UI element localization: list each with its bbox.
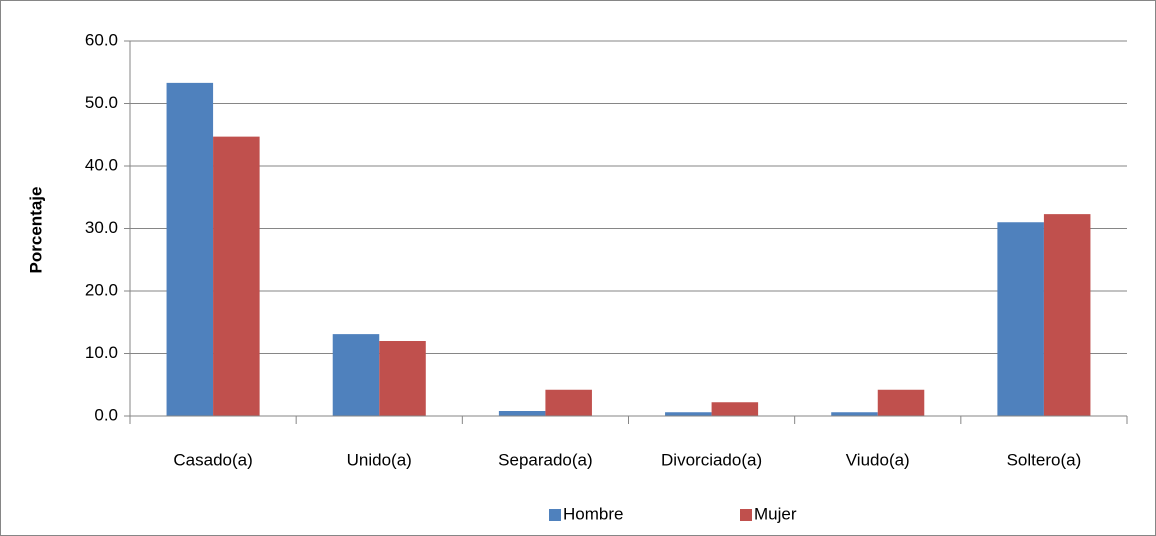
y-tick-label: 40.0 <box>85 155 118 174</box>
bar <box>831 412 878 416</box>
bar <box>997 222 1044 416</box>
legend-label: Mujer <box>754 504 797 523</box>
y-tick-label: 10.0 <box>85 343 118 362</box>
x-tick-label: Unido(a) <box>347 450 412 469</box>
x-tick-label: Soltero(a) <box>1007 450 1082 469</box>
y-tick-label: 50.0 <box>85 93 118 112</box>
y-tick-label: 20.0 <box>85 280 118 299</box>
y-tick-label: 60.0 <box>85 30 118 49</box>
x-tick-label: Divorciado(a) <box>661 450 762 469</box>
legend-swatch <box>549 509 561 521</box>
y-axis-label: Porcentaje <box>26 187 45 274</box>
y-tick-label: 0.0 <box>94 405 118 424</box>
bar <box>213 136 260 416</box>
x-tick-label: Viudo(a) <box>846 450 910 469</box>
bar <box>1043 214 1091 416</box>
x-tick-label: Separado(a) <box>498 450 593 469</box>
bar <box>332 334 380 416</box>
x-tick-label: Casado(a) <box>173 450 252 469</box>
bar <box>166 82 214 416</box>
y-tick-label: 30.0 <box>85 218 118 237</box>
bar <box>711 402 759 416</box>
bar <box>545 389 592 416</box>
legend-label: Hombre <box>563 504 623 523</box>
legend-swatch <box>740 509 752 521</box>
bar <box>877 389 925 416</box>
bar <box>379 341 426 416</box>
bar <box>665 412 712 416</box>
bar <box>498 411 546 416</box>
